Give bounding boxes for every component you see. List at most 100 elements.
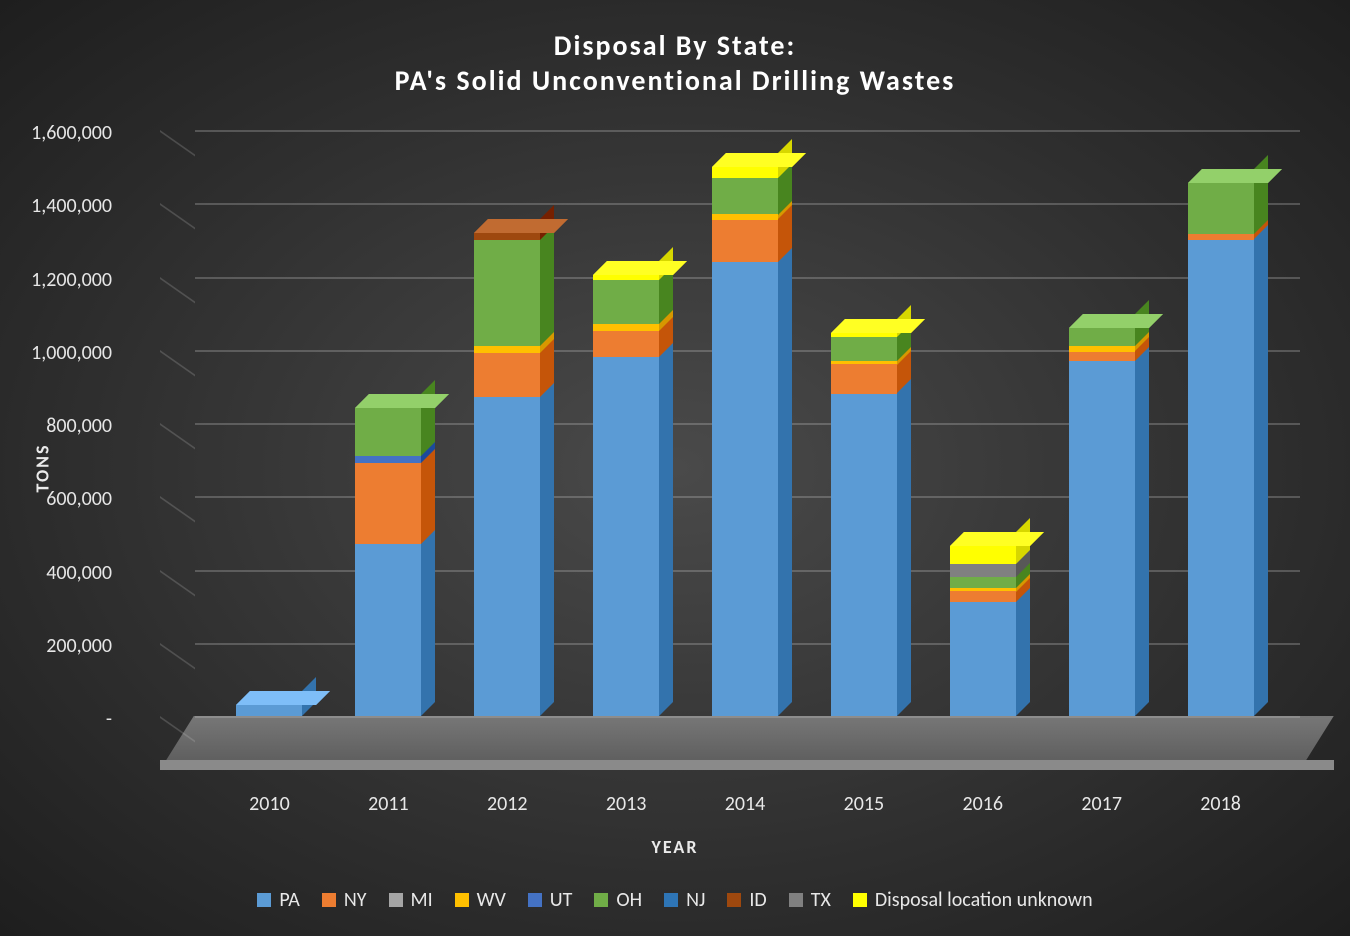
- legend-label: ID: [749, 888, 766, 912]
- legend-item-UT: UT: [528, 888, 573, 912]
- floor-front-edge: [160, 760, 1334, 770]
- x-tick-labels: 201020112012201320142015201620172018: [160, 792, 1300, 816]
- legend-swatch: [528, 893, 542, 907]
- bar-segment-NY: [474, 353, 540, 397]
- bar-segment-Unknown: [712, 167, 778, 178]
- x-tick-label: 2014: [686, 792, 805, 816]
- bar-segment-NY: [950, 591, 1016, 602]
- legend-swatch: [727, 893, 741, 907]
- y-tick-label: 600,000: [46, 487, 112, 511]
- stacked-bar: [1188, 183, 1254, 716]
- bar-segment-Unknown: [831, 333, 897, 337]
- chart-container: Disposal By State: PA's Solid Unconventi…: [0, 0, 1350, 936]
- bar-segment-OH: [950, 577, 1016, 588]
- bar-top-cap: [1188, 169, 1282, 183]
- bar-segment-NY: [831, 364, 897, 393]
- bar-segment-PA: [831, 394, 897, 716]
- legend-item-NY: NY: [322, 888, 367, 912]
- y-tick-label: -: [106, 707, 112, 731]
- y-tick-label: 400,000: [46, 561, 112, 585]
- stacked-bar: [474, 233, 540, 716]
- bar-segment-PA: [236, 705, 302, 716]
- legend-label: Disposal location unknown: [875, 888, 1093, 912]
- bar-segment-WV: [1069, 346, 1135, 351]
- stacked-bar: [593, 275, 659, 716]
- bar-segment-PA: [1069, 361, 1135, 716]
- y-tick-label: 1,400,000: [31, 194, 112, 218]
- bar-segment-WV: [593, 324, 659, 331]
- bar-segment-WV: [712, 214, 778, 219]
- legend-swatch: [455, 893, 469, 907]
- x-tick-label: 2012: [448, 792, 567, 816]
- legend-item-ID: ID: [727, 888, 766, 912]
- bar-slot: [1161, 130, 1280, 716]
- bar-segment-NY: [1069, 352, 1135, 361]
- bar-top-cap: [1069, 314, 1163, 328]
- y-tick-label: 800,000: [46, 414, 112, 438]
- legend-item-WV: WV: [455, 888, 506, 912]
- legend-label: OH: [616, 888, 642, 912]
- bar-segment-NY: [712, 220, 778, 262]
- stacked-bar: [950, 546, 1016, 716]
- bar-top-cap: [236, 691, 330, 705]
- bar-top-cap: [474, 219, 568, 233]
- bar-segment-OH: [593, 280, 659, 324]
- bar-segment-ID: [474, 233, 540, 240]
- legend-label: NY: [344, 888, 367, 912]
- legend-label: NJ: [686, 888, 705, 912]
- y-tick-label: 1,600,000: [31, 121, 112, 145]
- stacked-bar: [236, 705, 302, 716]
- legend-swatch: [853, 893, 867, 907]
- x-tick-label: 2015: [804, 792, 923, 816]
- stacked-bar: [831, 333, 897, 716]
- bar-slot: [923, 130, 1042, 716]
- stacked-bar: [1069, 328, 1135, 716]
- bar-segment-PA: [950, 602, 1016, 716]
- legend-label: UT: [550, 888, 573, 912]
- bar-top-cap: [950, 532, 1044, 546]
- legend-swatch: [594, 893, 608, 907]
- bar-segment-PA: [593, 357, 659, 716]
- title-line-2: PA's Solid Unconventional Drilling Waste…: [0, 63, 1350, 98]
- bar-segment-OH: [712, 178, 778, 215]
- bar-segment-OH: [831, 337, 897, 361]
- bars-area: [160, 130, 1300, 716]
- bar-segment-TX: [950, 564, 1016, 577]
- bar-slot: [686, 130, 805, 716]
- x-tick-label: 2013: [567, 792, 686, 816]
- bar-segment-UT: [355, 456, 421, 463]
- legend-item-PA: PA: [257, 888, 299, 912]
- bar-segment-PA: [1188, 240, 1254, 716]
- x-tick-label: 2010: [210, 792, 329, 816]
- title-line-1: Disposal By State:: [0, 28, 1350, 63]
- bar-top-cap: [593, 261, 687, 275]
- bar-segment-NY: [1188, 234, 1254, 239]
- bar-slot: [210, 130, 329, 716]
- bar-top-cap: [712, 153, 806, 167]
- legend-item-NJ: NJ: [664, 888, 705, 912]
- y-tick-label: 1,000,000: [31, 341, 112, 365]
- legend-swatch: [664, 893, 678, 907]
- legend-swatch: [322, 893, 336, 907]
- legend-label: MI: [411, 888, 433, 912]
- legend-swatch: [789, 893, 803, 907]
- bar-segment-PA: [355, 544, 421, 716]
- y-axis-label: TONS: [31, 444, 53, 493]
- x-tick-label: 2017: [1042, 792, 1161, 816]
- bar-segment-NY: [355, 463, 421, 544]
- legend-item-OH: OH: [594, 888, 642, 912]
- bar-segment-WV: [831, 361, 897, 365]
- x-axis-label: YEAR: [0, 836, 1350, 858]
- bar-segment-PA: [474, 397, 540, 716]
- x-tick-label: 2018: [1161, 792, 1280, 816]
- bar-segment-Unknown: [950, 546, 1016, 564]
- bar-segment-OH: [474, 240, 540, 346]
- bar-segment-Unknown: [593, 275, 659, 280]
- legend-item-TX: TX: [789, 888, 831, 912]
- legend-item-Unknown: Disposal location unknown: [853, 888, 1093, 912]
- chart-title: Disposal By State: PA's Solid Unconventi…: [0, 28, 1350, 98]
- legend-swatch: [389, 893, 403, 907]
- legend: PA NY MI WV UT OH NJ ID TX Disposal location unkn…: [0, 888, 1350, 912]
- legend-swatch: [257, 893, 271, 907]
- stacked-bar: [355, 408, 421, 716]
